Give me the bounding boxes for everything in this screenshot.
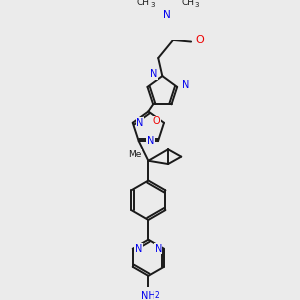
Text: N: N	[135, 244, 142, 254]
Text: N: N	[182, 80, 189, 90]
Text: 3: 3	[150, 2, 155, 8]
Text: 3: 3	[195, 2, 199, 8]
Text: N: N	[163, 10, 170, 20]
Text: O: O	[195, 35, 204, 45]
Text: 2: 2	[154, 291, 159, 300]
Text: CH: CH	[137, 0, 150, 7]
Text: N: N	[150, 69, 158, 80]
Text: CH: CH	[181, 0, 194, 7]
Text: NH: NH	[141, 291, 156, 300]
Text: N: N	[136, 118, 144, 128]
Text: N: N	[154, 244, 162, 254]
Text: O: O	[153, 116, 160, 126]
Text: N: N	[147, 136, 154, 146]
Text: Me: Me	[128, 150, 142, 159]
